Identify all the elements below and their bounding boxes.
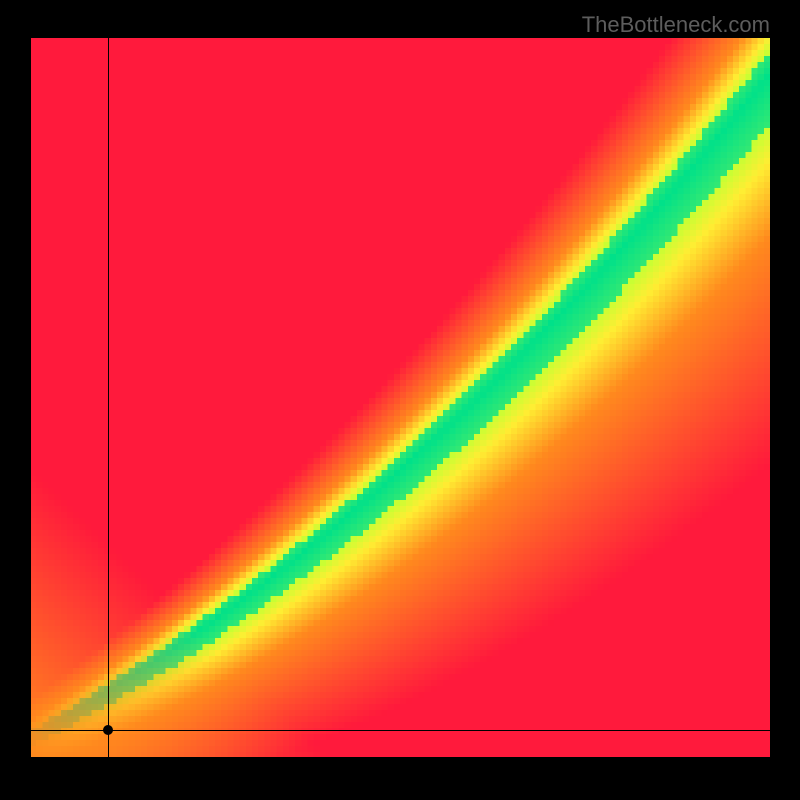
crosshair-marker [103, 725, 113, 735]
crosshair-horizontal [30, 730, 770, 731]
axis-y [30, 38, 31, 758]
watermark-text: TheBottleneck.com [582, 12, 770, 38]
crosshair-vertical [108, 38, 109, 758]
axis-x [30, 757, 770, 758]
heatmap-canvas [30, 38, 770, 758]
heatmap-plot [30, 38, 770, 758]
